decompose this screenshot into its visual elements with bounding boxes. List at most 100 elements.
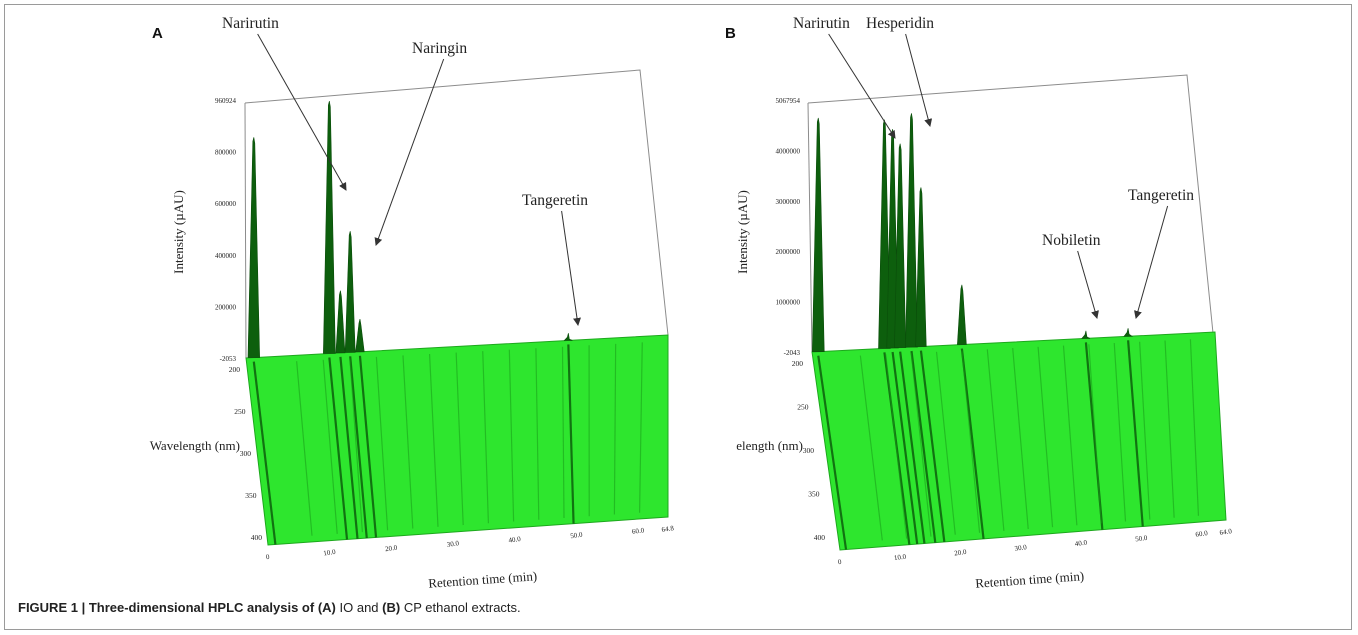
peak-ridge [899,351,926,544]
y-tick-label: 3000000 [776,198,801,206]
surface-streak [885,354,908,539]
annotation-arrow [1077,250,1099,319]
x-tick-label: 0 [837,558,842,566]
y-axis-label: Intensity (µAU) [735,190,750,274]
x-tick-label: 10.0 [323,548,337,558]
annotation-label: Nobiletin [1042,232,1101,249]
surface-streak [349,358,363,533]
y-tick-label: 1000000 [776,299,801,307]
x-tick-label: 60.0 [1195,529,1209,539]
x-tick-label: 40.0 [1074,538,1088,548]
chromatogram-peak [894,143,907,348]
annotation-label: Naringin [412,40,467,57]
surface-streak [375,356,389,531]
z-tick-label: 250 [234,407,246,416]
y-tick-label: 4000000 [776,147,801,155]
z-tick-label: 400 [251,533,263,542]
y-tick-label: 2000000 [776,248,801,256]
caption-b-text: CP ethanol extracts. [403,600,521,615]
chromatogram-peak [344,231,356,353]
peak-ridge [1127,340,1144,527]
y-axis-line [807,102,813,353]
x-tick-label: 64.0 [1219,527,1233,537]
back-wall-frame [807,74,1214,334]
hplc-panel-b: -2043 1000000 2000000 3000000 4000000 5067954… [725,15,1233,590]
y-tick-label: 5067954 [776,97,801,105]
surface-streak [1164,340,1175,518]
surface-streak [535,348,540,520]
annotation-arrow [905,33,933,127]
surface-streak [508,349,515,522]
peak-ridge [919,350,946,543]
z-tick-label: 200 [229,365,241,374]
peak-ridge [891,351,919,545]
x-tick-label: 40.0 [508,535,522,545]
y-tick-label: 960924 [215,97,237,105]
x-tick-label: 30.0 [446,539,460,549]
x-tick-label: 60.0 [631,526,645,536]
figure-caption: FIGURE 1 | Three-dimensional HPLC analys… [18,600,521,615]
annotation-arrow [257,33,347,191]
annotation-label: Tangeretin [522,192,588,209]
x-tick-label: 10.0 [893,552,907,562]
surface-streak [961,350,981,533]
y-axis-line [244,102,247,359]
caption-b-label: (B) [382,600,401,615]
surface-streak [935,351,956,535]
z-tick-label: 300 [240,449,252,458]
back-wall-frame [244,69,669,336]
peak-ridge [339,356,359,539]
annotation-arrow [828,33,896,139]
y-axis-label: Intensity (µAU) [171,190,186,274]
surface-streak [986,349,1005,532]
x-tick-label: 20.0 [385,543,399,553]
z-tick-label: 350 [245,491,257,500]
x-axis-label: Retention time (min) [975,568,1085,590]
y-tick-label: 800000 [215,149,237,157]
surface-streak [402,355,414,529]
z-tick-label: 200 [792,359,804,368]
x-tick-label: 30.0 [1014,543,1028,553]
x-tick-label: 0 [265,553,270,561]
surface-streak [482,351,489,524]
chromatogram-peak [335,290,346,354]
caption-figure-label: FIGURE 1 | Three-dimensional HPLC analys… [18,600,315,615]
chromatogram-peak [323,100,336,354]
panel-letter: B [725,25,736,42]
y-tick-label: -2053 [220,355,237,363]
chromatogram-peak [915,187,927,347]
y-tick-label: -2043 [784,349,801,357]
surface-streak [910,353,932,537]
y-tick-label: 200000 [215,303,237,311]
x-tick-label: 50.0 [570,531,584,541]
surface-streak [639,342,643,513]
y-tick-label: 600000 [215,200,237,208]
y-tick-label: 400000 [215,252,237,260]
z-tick-label: 350 [808,490,820,499]
caption-a-text: IO and [339,600,379,615]
annotation-arrow [561,210,581,326]
peak-ridge [328,357,349,540]
spectral-surface [811,331,1227,551]
peak-ridge [252,361,277,545]
surface-streak [1113,342,1127,522]
z-tick-label: 300 [803,446,815,455]
z-tick-label: 250 [797,403,809,412]
peak-ridge [349,356,368,539]
surface-streak [1139,341,1151,520]
chromatogram-peak [812,117,825,352]
annotation-label: Tangeretin [1128,187,1194,204]
panel-letter: A [152,25,163,42]
z-tick-label: 400 [814,533,826,542]
peak-ridge [358,355,378,538]
surface-streak [322,359,338,534]
surface-streak [455,352,464,526]
hplc-panel-a: -2053 200000 400000 600000 800000 960924 200 25… [150,15,675,590]
surface-streak [561,346,565,519]
surface-streak [428,353,439,527]
x-axis-label: Retention time (min) [428,568,538,590]
peak-ridge [567,344,575,524]
peak-ridge [960,348,985,539]
annotation-arrow [1134,205,1169,319]
chromatogram-peak [957,284,967,345]
